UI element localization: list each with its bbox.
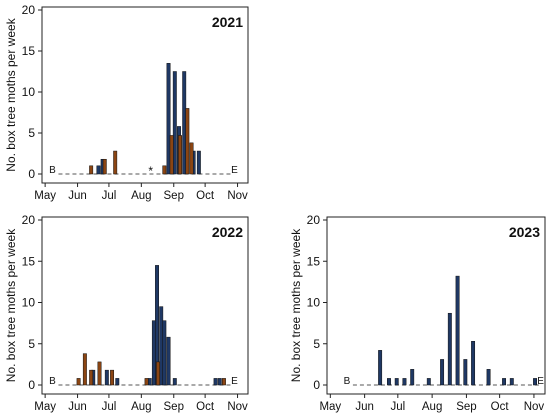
y-tick-label: 5 [28,337,35,351]
bar-series-1 [97,361,102,386]
bar-series-0 [509,378,514,386]
bar-series-0 [387,378,391,386]
x-tick-label: Oct [491,401,510,413]
x-tick-label: May [34,190,56,202]
bar-series-1 [178,135,182,175]
asterisk-marker: * [148,164,153,178]
x-tick-label: Oct [196,401,215,413]
y-tick-label: 20 [307,213,321,227]
x-tick-label: Nov [227,401,248,413]
y-axis-label: No. box tree moths per week [289,228,303,382]
y-tick-label: 20 [22,213,36,227]
x-tick-label: Nov [524,401,545,413]
x-tick-label: Jun [355,401,374,413]
y-tick-label: 15 [22,254,36,268]
bar-series-1 [89,369,94,386]
chart-title: 2022 [212,224,243,240]
bar-series-1 [156,361,161,386]
bar-series-1 [89,165,94,175]
y-axis-label: No. box tree moths per week [4,228,18,382]
bar-series-1 [113,150,118,175]
bar-series-0 [378,350,383,386]
bar-series-0 [213,378,218,386]
y-axis-label: No. box tree moths per week [4,17,18,171]
season-begin-marker: B [344,376,351,387]
season-begin-marker: B [49,376,56,387]
bar-series-0 [172,71,177,175]
bar-series-0 [172,378,177,386]
y-tick-label: 5 [28,126,35,140]
bar-series-1 [82,353,87,386]
bar-series-0 [162,320,167,386]
x-tick-label: Oct [196,190,215,202]
bar-series-1 [110,369,115,386]
bar-series-0 [486,369,491,386]
x-tick-label: Sep [456,401,476,413]
bar-series-1 [144,378,149,386]
chart-title: 2021 [212,14,243,30]
y-tick-label: 0 [28,167,35,181]
y-tick-label: 20 [22,3,36,17]
chart-panel-2023: 0 5 10 15 20 May Jun Jul Aug Sep Oct Nov B E 2023 No. b… [289,213,546,413]
bar-series-0 [463,359,468,386]
bar-series-1 [169,135,174,175]
bar-series-0 [115,378,120,386]
x-tick-label: Aug [131,401,151,413]
x-tick-label: Jul [102,401,117,413]
bar-series-0 [533,378,537,386]
y-tick-label: 10 [307,296,321,310]
bar-series-0 [440,359,445,386]
bar-series-0 [196,150,201,175]
bar-series-0 [447,312,452,386]
x-tick-label: Jul [390,401,405,413]
season-begin-marker: B [49,165,56,176]
x-tick-label: Aug [131,190,151,202]
bar-series-0 [471,341,476,386]
season-end-marker: E [231,165,238,176]
x-tick-label: Aug [422,401,442,413]
bar-series-0 [166,336,171,386]
plot-frame [326,216,546,395]
bar-series-0 [96,165,101,175]
x-tick-label: Nov [227,190,248,202]
chart-title: 2023 [509,224,540,240]
bar-series-0 [394,378,399,386]
bar-series-1 [189,142,194,175]
y-tick-label: 5 [313,337,320,351]
x-tick-label: Jun [68,401,87,413]
x-tick-label: Jun [68,190,87,202]
y-tick-label: 10 [22,296,36,310]
bar-series-0 [402,378,407,386]
bar-series-0 [217,378,222,386]
y-tick-label: 10 [22,85,36,99]
season-end-marker: E [537,376,544,387]
x-tick-label: Jul [102,190,117,202]
y-tick-label: 0 [313,378,320,392]
bar-series-0 [426,378,431,386]
y-tick-label: 15 [307,254,321,268]
plot-frame [41,6,249,184]
bar-series-0 [455,275,460,386]
bar-series-0 [410,369,415,386]
x-tick-label: May [319,401,341,413]
plot-frame [41,216,249,395]
chart-panel-2021: 0 5 10 15 20 May Jun Jul Aug Sep Oct Nov B E * 2021 No. … [4,3,249,202]
bar-series-1 [76,378,81,386]
bar-series-0 [502,378,507,386]
bar-series-1 [162,165,167,175]
bar-series-1 [185,108,190,175]
bar-series-1 [102,158,107,175]
bar-series-1 [221,378,226,386]
bar-series-0 [166,63,171,175]
x-tick-label: Sep [164,401,184,413]
y-tick-label: 0 [28,378,35,392]
x-tick-label: Sep [164,190,184,202]
season-end-marker: E [231,376,238,387]
y-tick-label: 15 [22,44,36,58]
bar-series-0 [104,369,109,386]
chart-panel-2022: 0 5 10 15 20 May Jun Jul Aug Sep Oct Nov B E 2022 No. b… [4,213,249,413]
x-tick-label: May [34,401,56,413]
